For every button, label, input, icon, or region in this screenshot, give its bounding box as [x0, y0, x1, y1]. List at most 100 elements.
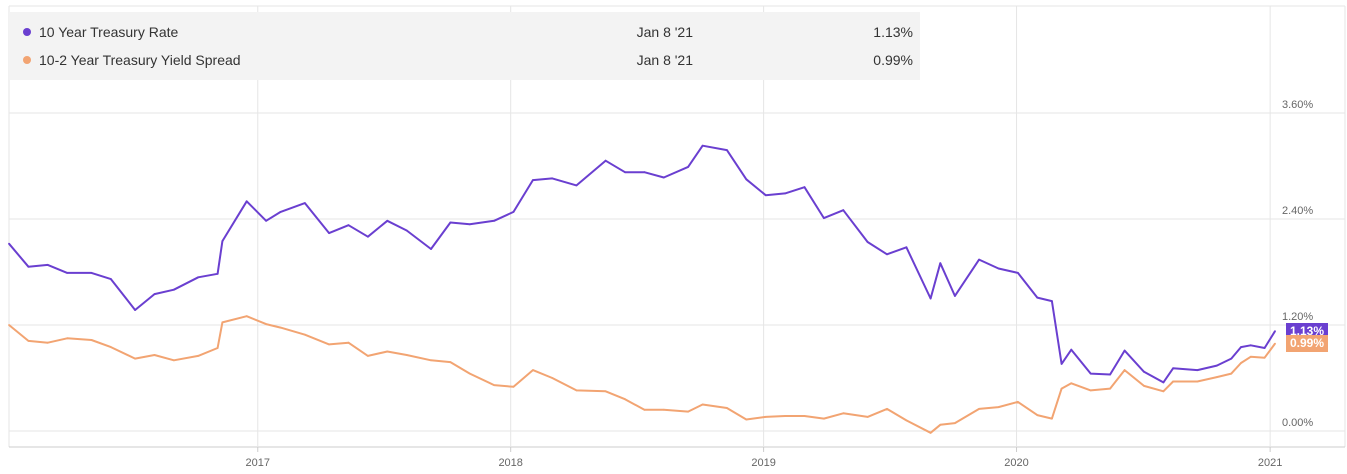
- series-layer: [8, 144, 1276, 434]
- data-point: [8, 324, 10, 326]
- data-point: [929, 297, 932, 300]
- data-point: [221, 321, 224, 324]
- data-point: [1143, 385, 1145, 387]
- data-point: [245, 200, 248, 203]
- data-point: [1051, 417, 1053, 420]
- end-value-tag-yield-spread: 0.99%: [1286, 335, 1328, 353]
- data-point: [1263, 347, 1266, 349]
- data-point: [1109, 387, 1111, 390]
- data-point: [929, 431, 932, 434]
- legend-date: Jan 8 '21: [636, 52, 693, 68]
- data-point: [784, 415, 786, 417]
- data-point: [430, 248, 432, 250]
- data-point: [1089, 372, 1092, 375]
- data-point: [265, 323, 267, 325]
- data-point: [701, 144, 704, 147]
- data-point: [886, 408, 888, 410]
- legend-row-10-year-rate[interactable]: 10 Year Treasury Rate Jan 8 '21 1.13%: [9, 18, 920, 46]
- data-point: [532, 369, 534, 371]
- axis-ticks: 0.00% 1.20% 2.40% 3.60% 2017 2018 2019 2020 2021: [246, 99, 1314, 469]
- data-point: [823, 417, 825, 420]
- data-point: [784, 192, 786, 195]
- legend-value: 0.99%: [873, 52, 913, 68]
- data-point: [110, 346, 112, 348]
- data-point: [134, 357, 137, 360]
- x-tick-label: 2017: [246, 457, 270, 469]
- data-point: [386, 350, 389, 353]
- data-point: [978, 258, 980, 261]
- data-point: [1143, 370, 1145, 373]
- legend-date: Jan 8 '21: [636, 24, 693, 40]
- data-point: [939, 262, 942, 265]
- data-point: [823, 217, 825, 220]
- data-point: [328, 343, 330, 346]
- data-point: [1123, 369, 1126, 371]
- data-point: [468, 223, 471, 226]
- data-point: [954, 295, 956, 297]
- data-point: [643, 408, 646, 411]
- data-point: [216, 347, 219, 349]
- x-tick-label: 2019: [751, 457, 775, 469]
- data-point: [687, 166, 689, 168]
- data-point: [512, 211, 515, 213]
- legend-row-yield-spread[interactable]: 10-2 Year Treasury Yield Spread Jan 8 '2…: [9, 46, 920, 74]
- data-point: [1172, 380, 1174, 383]
- data-point: [173, 288, 175, 291]
- data-point: [1036, 414, 1039, 416]
- data-point: [1196, 369, 1199, 371]
- data-point: [90, 339, 93, 341]
- data-point: [662, 408, 665, 411]
- data-point: [1060, 387, 1063, 390]
- y-tick-label: 1.20%: [1282, 311, 1313, 323]
- data-point: [701, 403, 704, 406]
- data-point: [405, 354, 408, 356]
- data-point: [1274, 330, 1276, 333]
- data-point: [604, 159, 607, 162]
- data-point: [1036, 296, 1039, 299]
- data-point: [66, 272, 69, 274]
- data-point: [803, 186, 806, 189]
- data-point: [1172, 367, 1174, 370]
- data-point: [842, 209, 845, 212]
- data-point: [328, 232, 330, 235]
- data-point: [643, 171, 646, 174]
- data-point: [66, 337, 69, 340]
- legend-series-name: 10 Year Treasury Rate: [39, 24, 179, 40]
- data-point: [726, 149, 728, 152]
- data-point: [405, 229, 408, 232]
- data-point: [1215, 376, 1218, 378]
- data-point: [575, 389, 578, 392]
- data-point: [1230, 357, 1233, 360]
- data-point: [866, 416, 869, 418]
- y-tick-label: 2.40%: [1282, 205, 1313, 217]
- data-point: [551, 177, 554, 180]
- data-point: [468, 372, 471, 375]
- data-point: [1240, 346, 1242, 348]
- data-point: [265, 219, 267, 222]
- data-point: [173, 359, 175, 362]
- data-point: [367, 235, 369, 238]
- series-dot-icon: [23, 56, 31, 64]
- data-point: [764, 194, 767, 197]
- data-point: [1196, 380, 1199, 383]
- data-point: [153, 293, 156, 295]
- y-tick-label: 0.00%: [1282, 417, 1313, 429]
- data-point: [90, 272, 93, 274]
- data-point: [604, 390, 607, 393]
- data-point: [153, 354, 156, 356]
- data-point: [764, 416, 767, 418]
- data-point: [1263, 356, 1266, 359]
- data-point: [279, 326, 282, 329]
- data-point: [575, 184, 578, 187]
- data-point: [978, 408, 980, 410]
- data-point: [493, 219, 495, 222]
- data-point: [512, 385, 515, 388]
- data-point: [997, 267, 1000, 270]
- data-point: [687, 410, 689, 413]
- data-point: [245, 315, 248, 318]
- data-point: [1215, 364, 1218, 367]
- data-point: [1070, 382, 1073, 385]
- data-point: [551, 377, 554, 379]
- data-point: [939, 423, 942, 426]
